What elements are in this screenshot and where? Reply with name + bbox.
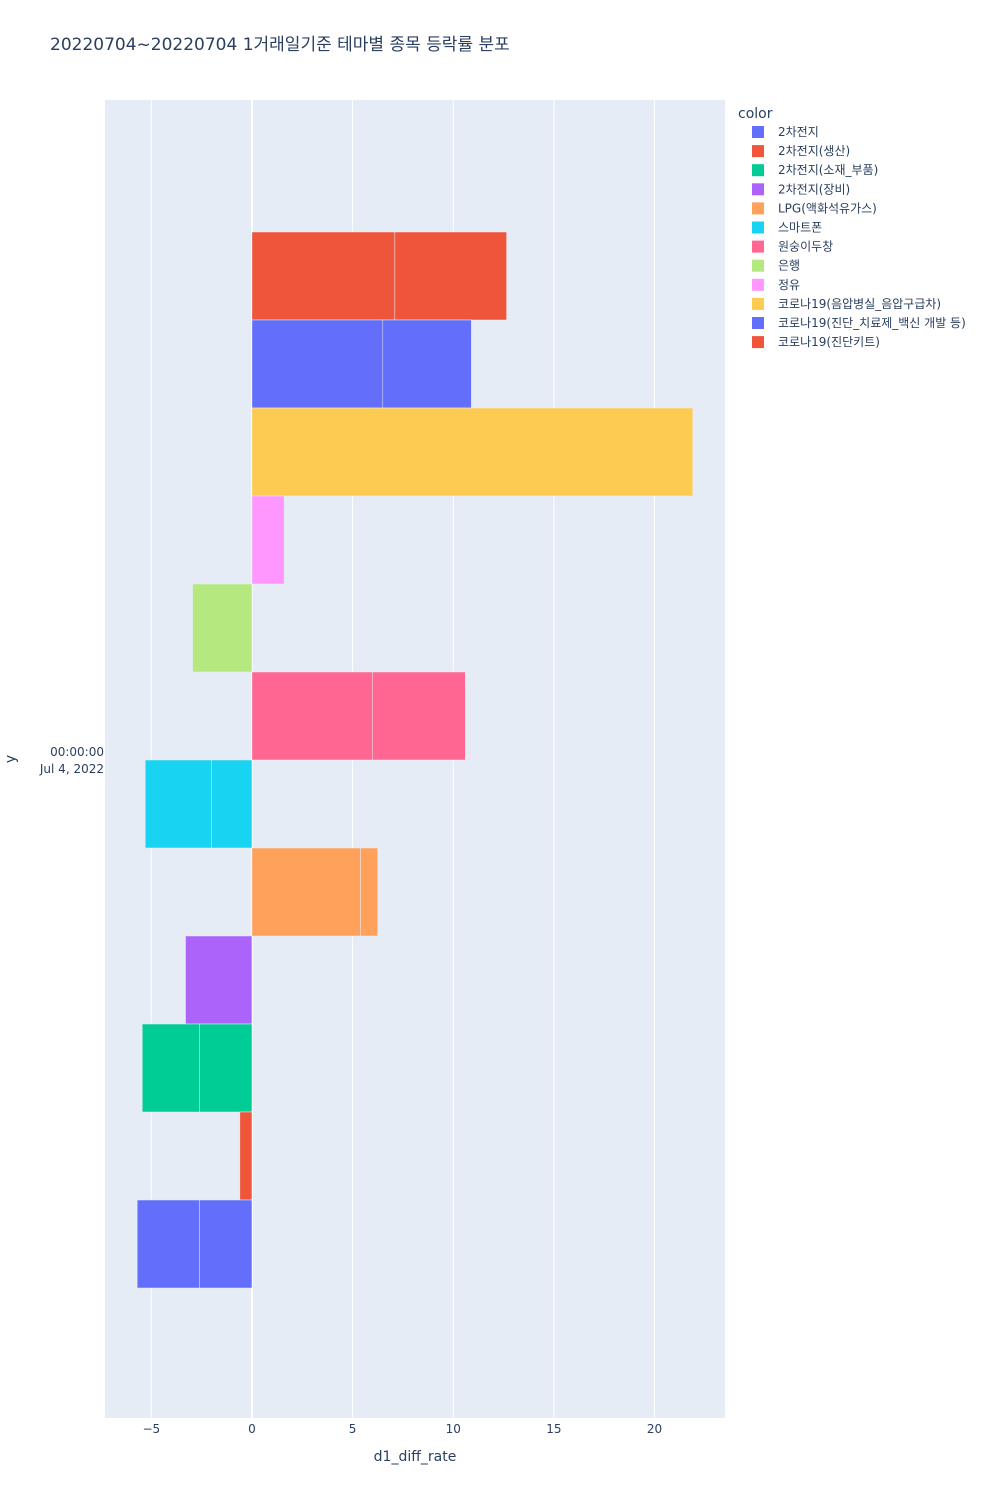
- legend-label: 스마트폰: [778, 221, 822, 235]
- legend-swatch: [752, 145, 764, 158]
- legend-label: LPG(액화석유가스): [778, 201, 877, 215]
- bar[interactable]: [199, 1199, 253, 1289]
- y-tick-label-time: 00:00:00: [50, 745, 104, 759]
- legend-label: 코로나19(음압병실_음압구급차): [778, 297, 941, 311]
- legend-label: 2차전지(장비): [778, 182, 850, 196]
- legend-swatch: [752, 278, 764, 291]
- legend-swatch: [752, 164, 764, 177]
- x-axis-title: d1_diff_rate: [374, 1449, 457, 1465]
- bar[interactable]: [251, 495, 285, 585]
- bars-layer: [136, 231, 694, 1289]
- legend-item[interactable]: 2차전지(생산): [752, 144, 850, 158]
- legend-swatch: [752, 221, 764, 234]
- legend-label: 코로나19(진단_치료제_백신 개발 등): [778, 316, 966, 330]
- legend[interactable]: color 2차전지 2차전지(생산) 2차전지(소재_부품) 2차전지(장비) LPG…: [738, 106, 966, 349]
- legend-title: color: [738, 106, 773, 122]
- bar[interactable]: [372, 671, 466, 761]
- bar[interactable]: [141, 1023, 200, 1113]
- legend-item[interactable]: 정유: [752, 278, 800, 292]
- x-tick-label: 20: [647, 1422, 662, 1436]
- bar[interactable]: [199, 1023, 253, 1113]
- legend-items[interactable]: 2차전지 2차전지(생산) 2차전지(소재_부품) 2차전지(장비) LPG(액화석유가…: [752, 125, 966, 349]
- legend-swatch: [752, 297, 764, 310]
- legend-label: 원숭이두창: [778, 240, 833, 254]
- x-tick-label: 5: [349, 1422, 357, 1436]
- bar[interactable]: [251, 319, 384, 409]
- legend-item[interactable]: 스마트폰: [752, 221, 822, 235]
- legend-swatch: [752, 202, 764, 215]
- legend-item[interactable]: 코로나19(진단_치료제_백신 개발 등): [752, 316, 966, 330]
- bar[interactable]: [251, 407, 694, 497]
- legend-swatch: [752, 317, 764, 329]
- legend-label: 코로나19(진단키트): [778, 335, 880, 349]
- legend-label: 은행: [778, 258, 800, 273]
- bar[interactable]: [251, 231, 396, 321]
- legend-swatch: [752, 126, 764, 138]
- bar[interactable]: [192, 583, 253, 673]
- bar[interactable]: [185, 935, 253, 1025]
- legend-swatch: [752, 259, 764, 272]
- bar[interactable]: [239, 1111, 253, 1201]
- legend-item[interactable]: 2차전지: [752, 125, 819, 139]
- legend-label: 2차전지(소재_부품): [778, 163, 878, 177]
- y-tick-label-date: Jul 4, 2022: [39, 762, 104, 776]
- x-tick-label: 10: [446, 1422, 461, 1436]
- x-axis-ticks: −5 0 5 10 15 20: [142, 1422, 662, 1436]
- bar[interactable]: [251, 671, 373, 761]
- bar[interactable]: [145, 759, 212, 849]
- legend-item[interactable]: 코로나19(음압병실_음압구급차): [752, 297, 941, 311]
- legend-item[interactable]: 2차전지(장비): [752, 182, 850, 196]
- x-tick-label: −5: [142, 1422, 160, 1436]
- legend-label: 2차전지(생산): [778, 144, 850, 158]
- legend-item[interactable]: 코로나19(진단키트): [752, 335, 880, 349]
- bar[interactable]: [394, 231, 507, 321]
- bar[interactable]: [251, 847, 361, 937]
- chart-title: 20220704~20220704 1거래일기준 테마별 종목 등락률 분포: [50, 35, 510, 55]
- legend-item[interactable]: LPG(액화석유가스): [752, 201, 877, 215]
- legend-swatch: [752, 240, 764, 253]
- legend-swatch: [752, 336, 764, 349]
- bar[interactable]: [360, 847, 379, 937]
- y-axis-title: y: [3, 755, 19, 763]
- legend-swatch: [752, 183, 764, 196]
- legend-label: 정유: [778, 278, 800, 292]
- x-tick-label: 0: [248, 1422, 256, 1436]
- legend-item[interactable]: 은행: [752, 258, 800, 273]
- bar[interactable]: [211, 759, 253, 849]
- x-tick-label: 15: [546, 1422, 561, 1436]
- legend-label: 2차전지: [778, 125, 819, 139]
- bar[interactable]: [136, 1199, 200, 1289]
- bar[interactable]: [382, 319, 472, 409]
- legend-item[interactable]: 원숭이두창: [752, 240, 833, 254]
- legend-item[interactable]: 2차전지(소재_부품): [752, 163, 878, 177]
